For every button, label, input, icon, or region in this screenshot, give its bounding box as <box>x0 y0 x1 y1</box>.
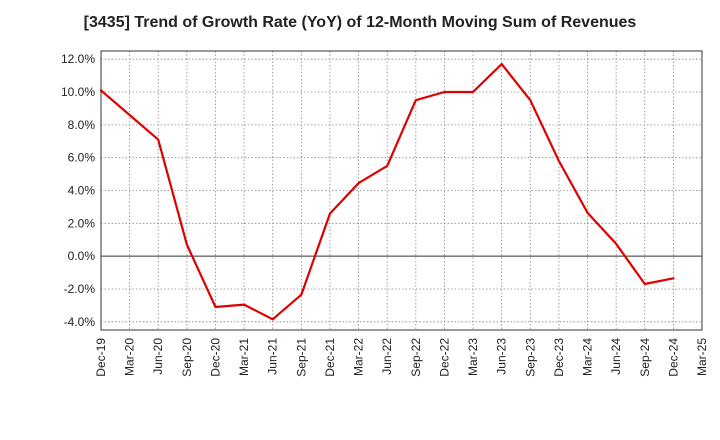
x-tick-label: Mar-24 <box>581 338 595 376</box>
chart-title: [3435] Trend of Growth Rate (YoY) of 12-… <box>83 14 637 31</box>
x-tick-label: Jun-20 <box>151 338 165 375</box>
series-line <box>99 62 675 321</box>
x-tick-label: Mar-23 <box>466 338 480 376</box>
x-tick-label: Mar-21 <box>237 338 251 376</box>
y-tick-label: 0.0% <box>68 249 96 263</box>
y-tick-label: 2.0% <box>68 216 96 230</box>
x-tick-label: Sep-23 <box>523 338 537 377</box>
x-tick-label: Sep-20 <box>180 338 194 377</box>
x-tick-label: Jun-23 <box>495 338 509 375</box>
plot-area <box>101 51 702 330</box>
x-tick-label: Dec-20 <box>208 338 222 377</box>
x-tick-label: Dec-21 <box>323 338 337 377</box>
x-tick-label: Jun-24 <box>609 338 623 375</box>
y-tick-label: 4.0% <box>68 184 96 198</box>
x-tick-label: Sep-21 <box>294 338 308 377</box>
plot-frame <box>100 50 703 331</box>
x-tick-label: Sep-24 <box>638 338 652 377</box>
x-tick-label: Dec-22 <box>437 338 451 377</box>
x-tick-label: Jun-21 <box>266 338 280 375</box>
y-tick-label: -2.0% <box>64 282 96 296</box>
y-tick-label: 8.0% <box>68 118 96 132</box>
y-tick-label: 6.0% <box>68 151 96 165</box>
y-tick-label: 12.0% <box>61 52 95 66</box>
x-tick-label: Mar-20 <box>123 338 137 376</box>
y-tick-label: -4.0% <box>64 315 96 329</box>
y-tick-label: 10.0% <box>61 85 95 99</box>
series-layer <box>99 62 675 321</box>
x-tick-label: Mar-25 <box>695 338 709 376</box>
x-tick-label: Dec-24 <box>666 338 680 377</box>
axes-layer: -4.0% -2.0% 0.0% 2.0% 4.0% 6.0% 8.0% 10.0% 12.0%… <box>61 52 709 376</box>
x-tick-label: Mar-22 <box>352 338 366 376</box>
x-tick-label: Dec-19 <box>94 338 108 377</box>
x-tick-label: Sep-22 <box>409 338 423 377</box>
grid-layer <box>100 51 703 330</box>
x-tick-label: Dec-23 <box>552 338 566 377</box>
x-tick-label: Jun-22 <box>380 338 394 375</box>
